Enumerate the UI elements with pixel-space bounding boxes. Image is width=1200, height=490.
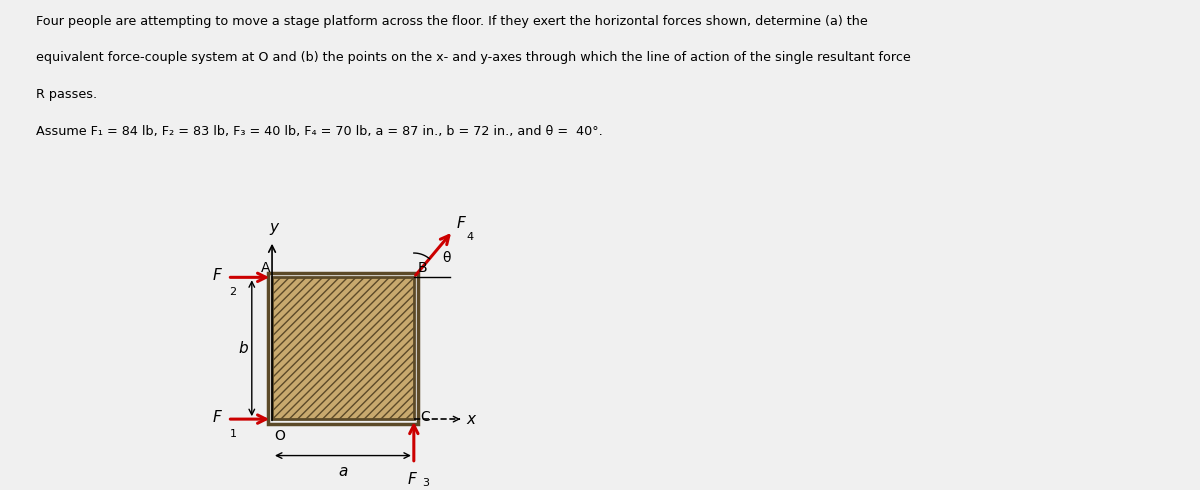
Text: 1: 1 (229, 429, 236, 439)
Text: F: F (457, 216, 466, 231)
Text: F: F (212, 268, 222, 283)
Text: b: b (239, 341, 248, 356)
Text: 3: 3 (422, 478, 428, 488)
Text: θ: θ (442, 251, 451, 265)
Text: A: A (260, 261, 270, 275)
Text: F: F (212, 410, 222, 425)
Text: 2: 2 (229, 288, 236, 297)
Text: O: O (274, 429, 284, 443)
Text: Four people are attempting to move a stage platform across the floor. If they ex: Four people are attempting to move a sta… (36, 15, 868, 28)
Text: y: y (270, 220, 278, 235)
Text: equivalent force-couple system at O and (b) the points on the x- and y-axes thro: equivalent force-couple system at O and … (36, 51, 911, 65)
Text: x: x (467, 412, 475, 427)
Text: F: F (408, 472, 416, 487)
Text: C: C (420, 410, 430, 424)
Text: Assume F₁ = 84 lb, F₂ = 83 lb, F₃ = 40 lb, F₄ = 70 lb, a = 87 in., b = 72 in., a: Assume F₁ = 84 lb, F₂ = 83 lb, F₃ = 40 l… (36, 125, 602, 138)
Text: R passes.: R passes. (36, 88, 97, 101)
Text: 4: 4 (466, 232, 473, 242)
Text: a: a (338, 464, 348, 479)
Bar (272, 277, 414, 419)
Text: B: B (418, 261, 427, 275)
Bar (268, 273, 419, 423)
